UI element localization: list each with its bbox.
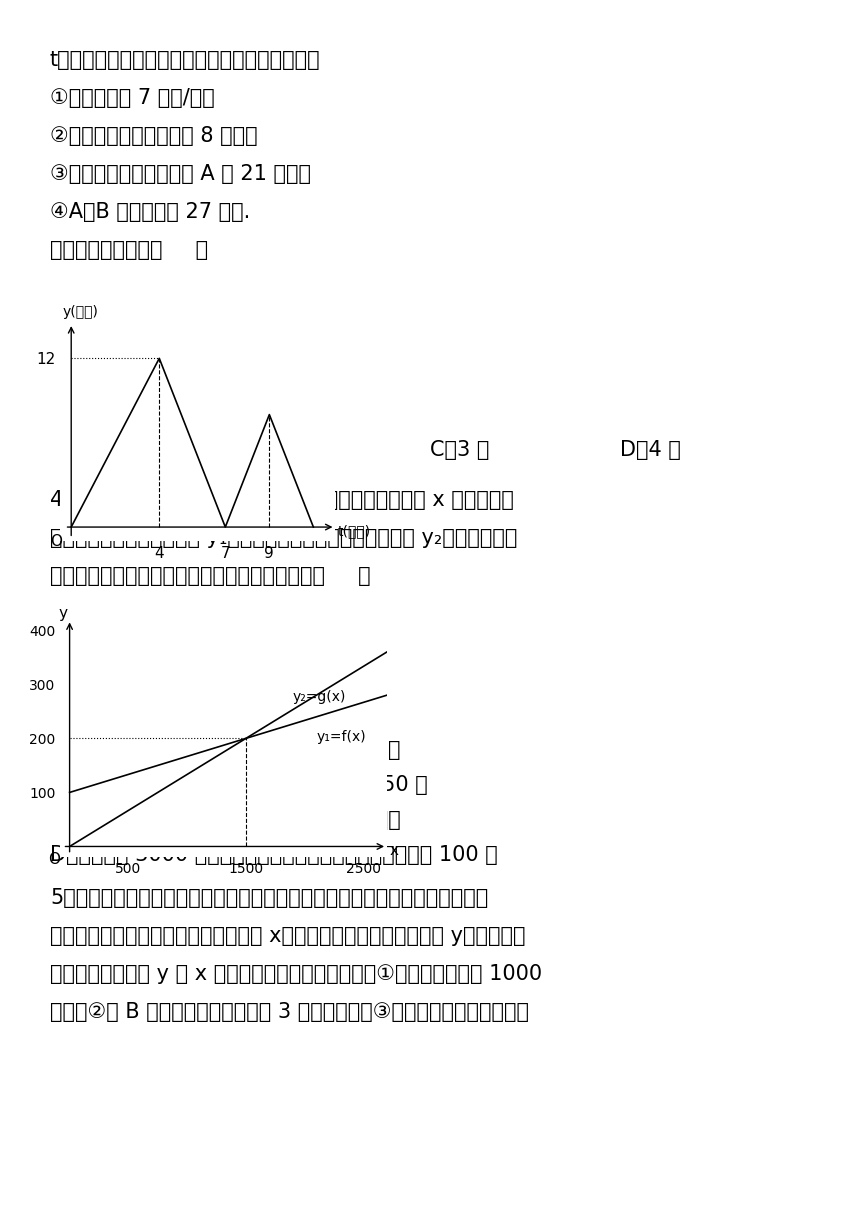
Text: B．2 个: B．2 个 [250, 440, 309, 460]
Text: 其中错误的个数为（     ）: 其中错误的个数为（ ） [50, 240, 208, 260]
Text: y: y [58, 607, 67, 621]
Text: D．4 个: D．4 个 [620, 440, 681, 460]
Text: ③当乙追上甲时，两人距 A 地 21 千米；: ③当乙追上甲时，两人距 A 地 21 千米； [50, 164, 311, 184]
Text: 千米；②点 B 的实际意义是两车出发 3 小时后相遇；③普通列车从乙地到达甲地: 千米；②点 B 的实际意义是两车出发 3 小时后相遇；③普通列车从乙地到达甲地 [50, 1002, 529, 1021]
Text: ①乙的速度为 7 千米/时；: ①乙的速度为 7 千米/时； [50, 88, 215, 108]
Text: ④A、B 两地距离为 27 千米.: ④A、B 两地距离为 27 千米. [50, 202, 250, 223]
Text: O: O [51, 534, 63, 550]
Text: ②乙到终点时甲、乙相距 8 千米；: ②乙到终点时甲、乙相距 8 千米； [50, 126, 258, 146]
Text: A．每月行驶 1500 千米时，两家公司的租车费用相同: A．每月行驶 1500 千米时，两家公司的租车费用相同 [70, 741, 401, 760]
Text: y₁=f(x): y₁=f(x) [316, 730, 366, 744]
Text: B．每月行驶 750 千米时，甲公司的租车费用为 150 元: B．每月行驶 750 千米时，甲公司的租车费用为 150 元 [70, 775, 427, 795]
Text: 并同时出发，设普通列车行驶的时间为 x（小时），两车之间的距离为 y（千米），: 并同时出发，设普通列车行驶的时间为 x（小时），两车之间的距离为 y（千米）， [50, 927, 525, 946]
Text: O: O [48, 852, 60, 867]
Text: A．1 个: A．1 个 [70, 440, 129, 460]
Text: 甲出租车公司的月租费用是 y₁元，乙出租车公司的月租车费用是 y₂元，如果这两: 甲出租车公司的月租费用是 y₁元，乙出租车公司的月租车费用是 y₂元，如果这两 [50, 528, 518, 548]
Text: t(小时): t(小时) [338, 524, 371, 539]
Text: D．每月行驶 3000 千米时，租用乙公司的租车费用比甲公司多 100 元: D．每月行驶 3000 千米时，租用乙公司的租车费用比甲公司多 100 元 [50, 845, 498, 865]
Text: 5．一列动车从甲地开往乙地，一列普通列车从乙地开往甲地，两车均匀速行驶: 5．一列动车从甲地开往乙地，一列普通列车从乙地开往甲地，两车均匀速行驶 [50, 888, 488, 908]
Text: y(千米): y(千米) [63, 305, 98, 319]
Text: 个函数的图象如图所示，那么下列说法错误的是（     ）: 个函数的图象如图所示，那么下列说法错误的是（ ） [50, 565, 371, 586]
Text: 4．某公司急需用车，准备与出租车公司签订租车合同，以每月行驶 x 千米计算，: 4．某公司急需用车，准备与出租车公司签订租车合同，以每月行驶 x 千米计算， [50, 490, 514, 510]
Text: C．3 个: C．3 个 [430, 440, 489, 460]
Text: x: x [390, 843, 398, 858]
Text: 如图中的折线表示 y 与 x 之间的函数关系，下列说法：①甲、乙两地相距 1000: 如图中的折线表示 y 与 x 之间的函数关系，下列说法：①甲、乙两地相距 100… [50, 964, 542, 984]
Text: y₂=g(x): y₂=g(x) [293, 689, 347, 704]
Text: C．每月行驶超过 1500 千米时，租用乙公司的车合算: C．每月行驶超过 1500 千米时，租用乙公司的车合算 [70, 810, 401, 831]
Text: t（小时）的函数关系图象如图所示，下列说法：: t（小时）的函数关系图象如图所示，下列说法： [50, 50, 321, 71]
